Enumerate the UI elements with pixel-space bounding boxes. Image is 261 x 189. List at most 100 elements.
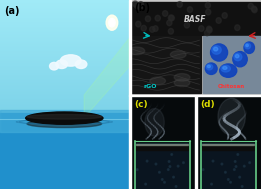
Ellipse shape xyxy=(27,114,102,119)
Ellipse shape xyxy=(150,27,155,32)
Ellipse shape xyxy=(207,65,210,68)
Ellipse shape xyxy=(233,52,247,67)
Bar xyxy=(0,113,129,189)
Ellipse shape xyxy=(225,171,226,173)
Ellipse shape xyxy=(137,4,143,10)
Bar xyxy=(203,36,260,93)
Ellipse shape xyxy=(205,2,210,8)
Ellipse shape xyxy=(246,44,248,47)
Ellipse shape xyxy=(27,120,102,128)
Ellipse shape xyxy=(234,53,242,61)
Ellipse shape xyxy=(174,79,190,87)
Text: Chitosan: Chitosan xyxy=(218,84,245,89)
Ellipse shape xyxy=(235,54,239,58)
Ellipse shape xyxy=(235,25,240,31)
Ellipse shape xyxy=(211,183,212,185)
Ellipse shape xyxy=(61,55,81,66)
Ellipse shape xyxy=(202,169,204,170)
Ellipse shape xyxy=(223,67,227,69)
Ellipse shape xyxy=(150,77,165,85)
Text: (b): (b) xyxy=(134,3,150,13)
Text: (a): (a) xyxy=(4,6,19,16)
Ellipse shape xyxy=(183,162,184,163)
Ellipse shape xyxy=(252,7,257,13)
Ellipse shape xyxy=(137,169,138,170)
Ellipse shape xyxy=(205,63,217,74)
Ellipse shape xyxy=(145,108,164,136)
Bar xyxy=(137,144,188,146)
Ellipse shape xyxy=(212,160,214,162)
Ellipse shape xyxy=(168,161,170,162)
Bar xyxy=(137,148,188,189)
Bar xyxy=(137,143,188,189)
Ellipse shape xyxy=(145,16,151,22)
Ellipse shape xyxy=(134,3,140,9)
Ellipse shape xyxy=(241,186,243,187)
Ellipse shape xyxy=(216,18,221,23)
Bar xyxy=(202,148,254,189)
Ellipse shape xyxy=(171,154,173,155)
Text: (c): (c) xyxy=(134,100,148,109)
Ellipse shape xyxy=(146,160,148,162)
Ellipse shape xyxy=(177,2,182,7)
Ellipse shape xyxy=(155,15,160,21)
Ellipse shape xyxy=(220,64,237,77)
Bar xyxy=(0,110,129,132)
Bar xyxy=(202,144,254,146)
Ellipse shape xyxy=(239,176,240,178)
Ellipse shape xyxy=(145,183,146,185)
Text: BASF: BASF xyxy=(184,15,207,24)
Ellipse shape xyxy=(167,20,172,26)
Ellipse shape xyxy=(50,62,58,70)
Ellipse shape xyxy=(174,74,190,81)
Ellipse shape xyxy=(221,163,223,165)
Ellipse shape xyxy=(136,21,141,27)
Ellipse shape xyxy=(206,64,213,70)
Ellipse shape xyxy=(218,98,245,135)
Ellipse shape xyxy=(184,22,189,28)
Ellipse shape xyxy=(129,47,145,55)
Ellipse shape xyxy=(234,169,235,170)
Ellipse shape xyxy=(177,165,179,167)
Ellipse shape xyxy=(212,46,221,54)
Ellipse shape xyxy=(228,179,229,180)
Ellipse shape xyxy=(75,60,87,68)
Ellipse shape xyxy=(168,15,174,21)
Ellipse shape xyxy=(222,13,227,18)
Ellipse shape xyxy=(235,166,237,167)
Ellipse shape xyxy=(155,163,157,165)
Ellipse shape xyxy=(164,181,165,183)
Ellipse shape xyxy=(204,30,210,36)
Ellipse shape xyxy=(207,27,212,33)
Ellipse shape xyxy=(206,26,212,32)
Ellipse shape xyxy=(169,15,174,21)
Ellipse shape xyxy=(244,165,245,167)
Ellipse shape xyxy=(163,11,168,16)
Ellipse shape xyxy=(248,3,253,9)
Ellipse shape xyxy=(170,51,186,58)
Ellipse shape xyxy=(168,169,169,170)
Ellipse shape xyxy=(175,186,177,187)
Ellipse shape xyxy=(159,171,160,173)
Text: rGO: rGO xyxy=(143,84,157,89)
Ellipse shape xyxy=(221,65,230,72)
Ellipse shape xyxy=(109,19,115,27)
Ellipse shape xyxy=(168,28,174,34)
Ellipse shape xyxy=(237,154,239,155)
Text: (d): (d) xyxy=(200,100,215,109)
Ellipse shape xyxy=(199,26,204,31)
Ellipse shape xyxy=(141,25,146,31)
Ellipse shape xyxy=(187,7,193,12)
Ellipse shape xyxy=(249,162,251,163)
Bar xyxy=(202,143,254,189)
Ellipse shape xyxy=(173,176,174,178)
Ellipse shape xyxy=(230,181,231,183)
Bar xyxy=(202,145,254,150)
Ellipse shape xyxy=(169,166,171,167)
Ellipse shape xyxy=(138,2,143,7)
Ellipse shape xyxy=(234,161,236,162)
Ellipse shape xyxy=(206,9,211,15)
Bar xyxy=(131,2,260,35)
Ellipse shape xyxy=(244,42,254,53)
Bar xyxy=(131,36,201,93)
